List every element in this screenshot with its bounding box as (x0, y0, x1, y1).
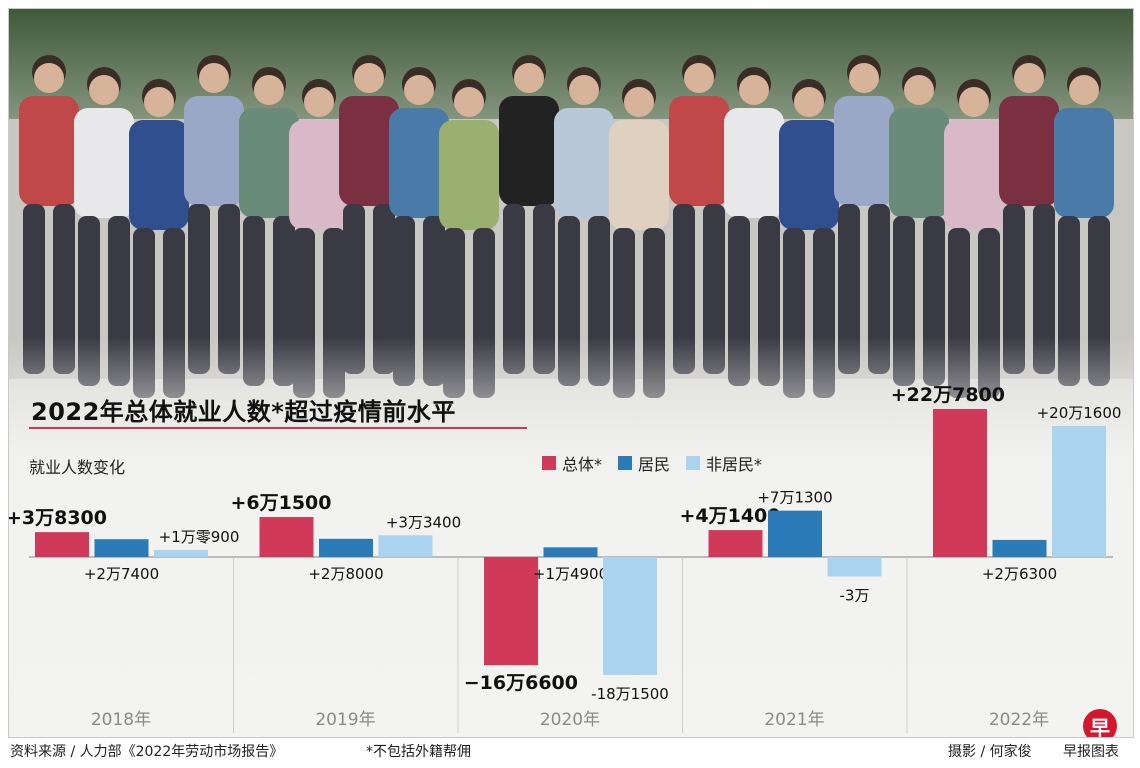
legend-swatch-nonresident (686, 456, 701, 470)
zaobao-logo: 早 (1083, 709, 1117, 737)
legend-item-total: 总体* (542, 451, 602, 475)
legend: 总体* 居民 非居民* (542, 451, 762, 475)
data-label: +3万8300 (9, 507, 107, 529)
data-label: +20万1600 (1037, 404, 1122, 422)
data-label: +2万6300 (982, 565, 1057, 583)
data-label: +4万1400 (679, 505, 780, 527)
data-label: +22万7800 (891, 384, 1005, 406)
data-label: +1万4900 (533, 565, 608, 583)
data-label: +3万3400 (386, 513, 461, 531)
bar (768, 510, 822, 557)
data-label: +2万7400 (84, 565, 159, 583)
crowd-photo (9, 9, 1133, 737)
data-label: −16万6600 (464, 672, 578, 694)
data-label: +6万1500 (230, 492, 331, 514)
source-note: 资料来源 / 人力部《2022年劳动市场报告》 (10, 744, 284, 760)
data-label: -18万1500 (591, 685, 669, 703)
bar (378, 535, 433, 557)
title-underline (29, 427, 527, 429)
bar (94, 539, 149, 557)
bar (933, 409, 987, 557)
bar (992, 539, 1047, 557)
legend-label-resident: 居民 (638, 455, 671, 474)
legend-item-nonresident: 非居民* (686, 451, 762, 475)
bar (259, 517, 314, 557)
legend-swatch-total (542, 456, 556, 470)
graphic-credit: 早报图表 (1063, 744, 1119, 760)
bar (827, 557, 882, 577)
data-label: +2万8000 (308, 565, 383, 583)
bar (484, 557, 538, 666)
x-tick-label: 2022年 (989, 710, 1049, 730)
footnote: *不包括外籍帮佣 (366, 744, 471, 760)
x-tick-label: 2019年 (315, 710, 375, 730)
bar-chart: +3万8300 +2万7400 +1万零900 2018年 +6万1500 +2万8000… (9, 384, 1122, 733)
bar (319, 538, 373, 557)
legend-swatch-resident (618, 456, 633, 470)
bar (543, 547, 598, 557)
data-label: -3万 (840, 586, 870, 604)
data-label: +1万零900 (159, 528, 240, 546)
bar (603, 557, 657, 675)
legend-item-resident: 居民 (618, 451, 670, 475)
legend-label-nonresident: 非居民* (706, 455, 763, 474)
bar (708, 530, 763, 557)
bar (1052, 426, 1106, 557)
photo-credit: 摄影 / 何家俊 (948, 744, 1032, 760)
y-axis-label: 就业人数变化 (29, 458, 126, 477)
data-label: +7万1300 (757, 489, 832, 507)
legend-label-total: 总体* (562, 455, 603, 474)
bar (35, 532, 89, 557)
chart-title: 2022年总体就业人数*超过疫情前水平 (31, 398, 456, 426)
x-tick-label: 2020年 (540, 710, 600, 730)
x-tick-label: 2021年 (764, 710, 824, 730)
x-tick-label: 2018年 (91, 710, 151, 730)
infographic: +3万8300 +2万7400 +1万零900 2018年 +6万1500 +2万8000… (8, 8, 1134, 738)
bar (154, 549, 208, 557)
